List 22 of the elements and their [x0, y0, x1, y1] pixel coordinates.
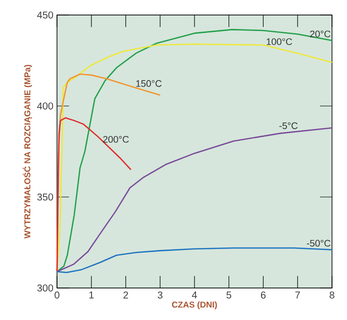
- y-tick-label: 350: [37, 193, 54, 201]
- series-label: -50°C: [306, 240, 330, 247]
- y-tick-label: 450: [37, 11, 54, 19]
- y-tick-label: 400: [37, 102, 54, 110]
- y-axis-title: WYTRZYMAŁOŚĆ NA ROZCIĄGANIE (MPa): [22, 64, 32, 239]
- x-tick-label: 8: [330, 292, 334, 299]
- series-label: 20°C: [310, 30, 330, 38]
- x-tick-label: 4: [192, 292, 197, 298]
- series-label: -5°C: [279, 122, 298, 130]
- x-tick-label: 1: [89, 292, 94, 298]
- series-label: 200°C: [103, 136, 129, 143]
- x-tick-label: 0: [54, 292, 60, 299]
- x-tick-label: 6: [260, 292, 266, 299]
- x-tick-label: 2: [123, 292, 128, 298]
- line-series: [56, 117, 132, 272]
- x-axis-title: CZAS (DNI): [172, 301, 217, 310]
- x-tick-label: 3: [158, 292, 162, 299]
- series-label: 150°C: [136, 80, 162, 87]
- series-label: 100°C: [266, 38, 292, 46]
- x-tick-label: 7: [295, 292, 300, 298]
- x-tick-label: 5: [226, 292, 232, 298]
- y-tick-label: 300: [37, 284, 54, 292]
